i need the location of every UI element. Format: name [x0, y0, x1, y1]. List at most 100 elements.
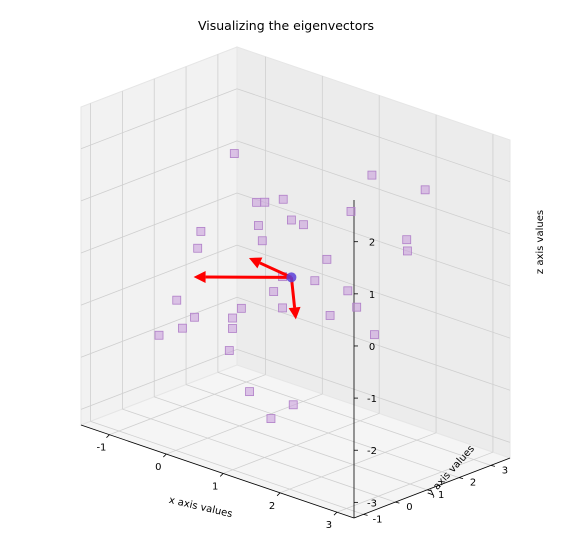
eigenvector-arrows	[193, 257, 301, 320]
data-point	[370, 330, 379, 340]
data-point	[269, 287, 279, 296]
data-point	[190, 312, 199, 322]
data-point	[236, 303, 246, 313]
eigenvector-arrow-shaft	[259, 261, 293, 279]
eigenvector-arrow-head	[193, 271, 206, 284]
data-point	[403, 246, 412, 256]
x-tick-label: 2	[269, 501, 275, 512]
y-tick-label: -1	[373, 514, 383, 525]
data-point	[252, 197, 261, 207]
y-tick-label: 3	[502, 465, 508, 476]
data-point	[193, 243, 203, 253]
eigenvector-arrow-shaft	[289, 277, 297, 308]
grid-lines	[80, 54, 511, 515]
z-grid-back	[236, 244, 511, 339]
chart-title: Visualizing the eigenvectors	[198, 18, 374, 33]
z-grid-back	[236, 296, 511, 391]
data-point	[224, 346, 234, 355]
axis-lines	[80, 200, 511, 519]
z-axis-label: z axis values	[535, 210, 546, 274]
y-tick-label: 0	[406, 502, 412, 513]
data-point	[402, 235, 412, 245]
z-grid-left	[80, 88, 238, 150]
z-grid-left	[80, 244, 238, 306]
data-point	[178, 323, 187, 333]
x-grid-floor	[279, 432, 437, 494]
z-grid-back	[236, 140, 511, 235]
data-point	[154, 330, 164, 340]
data-point	[310, 276, 320, 286]
y-tick-label: 2	[470, 478, 476, 489]
x-tick-label: 1	[212, 481, 218, 492]
z-grid-left	[80, 348, 238, 410]
z-grid-left	[80, 192, 238, 254]
data-point	[196, 226, 206, 236]
x-axis-label: x axis values	[168, 495, 234, 520]
data-point	[299, 220, 308, 230]
data-point	[260, 197, 270, 207]
data-point	[228, 313, 237, 323]
data-point	[228, 324, 237, 333]
eigenvector-arrow-head	[248, 257, 263, 269]
data-point	[245, 387, 254, 397]
data-point	[278, 194, 288, 204]
data-point	[278, 303, 287, 313]
y-tick-mark	[490, 464, 495, 467]
z-grid-back	[236, 88, 511, 183]
z-tick-label: -2	[367, 446, 377, 457]
y-tick-mark	[427, 489, 432, 492]
data-point	[288, 400, 298, 410]
mean-point	[286, 272, 297, 283]
z-tick-label: 1	[369, 290, 375, 301]
x-tick-mark	[276, 492, 281, 497]
x-axis-ticks: -1 0 1 2 3	[96, 434, 338, 531]
z-tick-label: -1	[367, 394, 377, 405]
y-tick-mark	[458, 477, 464, 479]
data-point	[322, 254, 332, 264]
y-tick-label: 1	[438, 490, 444, 501]
x-axis-line	[80, 424, 355, 519]
data-point	[254, 221, 263, 230]
z-grid-back	[236, 348, 511, 443]
z-tick-label: -3	[367, 498, 377, 509]
z-grid-left	[80, 140, 238, 202]
z-tick-label: 0	[369, 342, 375, 353]
x-grid-floor	[109, 374, 266, 436]
y-tick-mark	[363, 513, 368, 516]
z-grid-left	[80, 296, 238, 358]
z-tick-label: 2	[369, 238, 375, 249]
y-axis-ticks: -1 0 1 2 3	[363, 464, 508, 525]
data-point	[172, 295, 182, 305]
mean-marker	[286, 272, 297, 283]
data-point	[343, 286, 353, 296]
x-tick-mark	[219, 473, 224, 477]
left-pane	[80, 46, 238, 426]
y-grid-floor	[90, 420, 364, 515]
data-point	[287, 215, 296, 225]
y-grid-floor	[185, 384, 460, 478]
y-tick-mark	[395, 501, 400, 504]
x-tick-label: 3	[326, 520, 332, 531]
data-point	[352, 302, 362, 312]
x-tick-mark	[163, 453, 167, 458]
x-tick-mark	[106, 434, 110, 438]
x-tick-label: -1	[96, 443, 106, 454]
x-tick-mark	[333, 511, 338, 516]
data-point	[346, 207, 356, 216]
eigenvector-arrow-head	[288, 306, 301, 320]
y-axis-line	[353, 457, 511, 519]
x-tick-label: 0	[155, 462, 161, 473]
data-point	[420, 185, 430, 195]
z-grid-back	[236, 192, 511, 287]
y-grid-floor	[154, 396, 428, 491]
x-grid-floor	[336, 451, 494, 513]
data-point	[266, 414, 276, 423]
x-grid-floor	[223, 413, 380, 474]
data-point	[367, 170, 377, 180]
z-axis-ticks: -3 -2 -1 0 1 2	[354, 238, 377, 509]
axes-panes	[79, 46, 512, 519]
data-point	[257, 236, 267, 246]
y-grid-floor	[122, 408, 396, 503]
data-point	[229, 149, 239, 158]
